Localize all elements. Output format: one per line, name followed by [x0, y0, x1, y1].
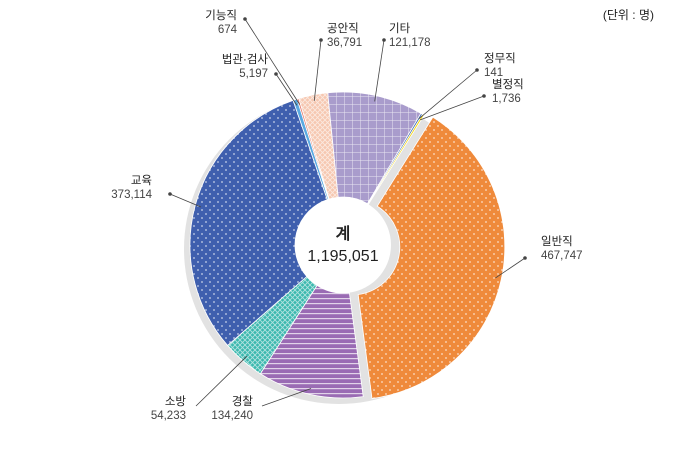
leader-dot [475, 68, 479, 72]
leader-dot [382, 38, 386, 42]
slice-1 [357, 116, 506, 400]
leader-dot [482, 94, 486, 98]
slice-label-name: 공안직 [327, 22, 359, 35]
leader-line [313, 39, 322, 101]
slices [189, 91, 506, 400]
leader-line [495, 257, 526, 279]
slice-label-value: 373,114 [111, 189, 152, 201]
center-total: 계 1,195,051 [295, 197, 391, 293]
leader-line [374, 39, 385, 102]
leader-dot [243, 17, 247, 21]
slice-label-value: 54,233 [151, 410, 186, 422]
donut-hole [295, 197, 391, 293]
slice-label-value: 467,747 [541, 250, 583, 262]
slice-label-name: 정무직 [484, 52, 516, 65]
slice-label-name: 법관·검사 [222, 53, 269, 66]
slice-label-value: 1,736 [492, 93, 521, 105]
slice-label-value: 36,791 [327, 37, 362, 49]
leader-line [261, 388, 312, 407]
leader-dot [168, 192, 172, 196]
leader-line [169, 193, 202, 208]
leader-line [275, 73, 298, 106]
slice-label-value: 134,240 [211, 410, 253, 422]
labels: 일반직 467,747 경찰 134,240 소방 54,233 교육 373,114 법관·검… [111, 9, 582, 422]
slice-pattern [327, 92, 421, 204]
slice-label-name: 일반직 [541, 234, 573, 248]
slice-pattern [227, 276, 318, 374]
slice-label-value: 121,178 [389, 37, 431, 49]
slice-label-name: 소방 [165, 395, 187, 408]
slice-label-value: 5,197 [239, 68, 268, 80]
slice-pattern [190, 100, 328, 346]
slice-label-name: 경찰 [232, 394, 254, 408]
slice-label-name: 기능직 [205, 9, 237, 22]
slice-pattern [358, 117, 505, 399]
slice-label-name: 교육 [131, 174, 152, 187]
leader-dot [319, 38, 323, 42]
leader-line [418, 69, 478, 120]
total-label: 계 [336, 224, 351, 243]
slice-label-name: 별정직 [492, 78, 524, 91]
slice-pattern [260, 285, 364, 398]
slice-label-value: 674 [218, 24, 238, 36]
leader-line [195, 355, 248, 407]
leader-dot [274, 72, 278, 76]
leader-line [420, 95, 485, 121]
leader-dot [523, 256, 527, 260]
slice-label-value: 141 [484, 67, 503, 79]
slice-label-name: 기타 [389, 22, 411, 35]
leader-line [244, 18, 301, 105]
slice-pattern [298, 92, 339, 200]
total-value: 1,195,051 [307, 248, 378, 265]
unit-note: (단위 : 명) [602, 8, 654, 22]
slice-4 [189, 99, 328, 346]
